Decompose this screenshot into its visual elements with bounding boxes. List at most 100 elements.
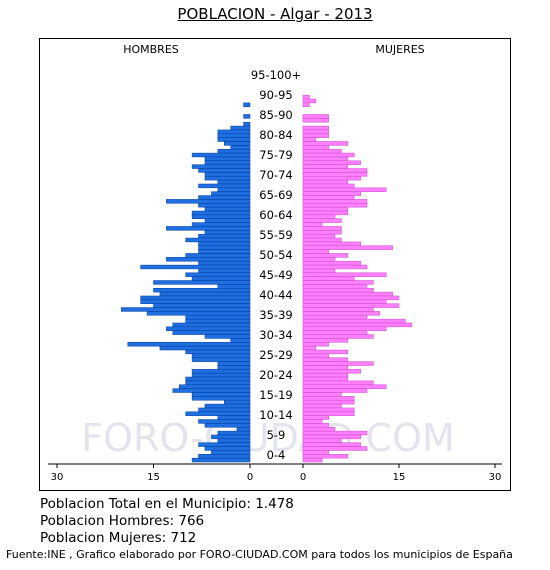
bar-mujeres-age-44 — [302, 287, 374, 293]
bar-hombres-age-73 — [204, 176, 251, 181]
bar-mujeres-age-57 — [302, 237, 342, 243]
bar-hombres-age-20 — [185, 380, 251, 386]
bar-hombres-age-78 — [204, 156, 251, 162]
x-tick-label-right: 15 — [393, 472, 406, 483]
bar-hombres-age-89 — [243, 114, 251, 119]
bar-hombres-age-15 — [224, 399, 251, 405]
age-group-label: 45-49 — [259, 268, 292, 282]
bar-mujeres-age-8 — [302, 426, 336, 432]
bar-mujeres-age-17 — [302, 392, 342, 397]
bar-hombres-age-3 — [204, 446, 251, 451]
bar-mujeres-age-51 — [302, 260, 361, 266]
bar-mujeres-age-52 — [302, 257, 336, 262]
bar-mujeres-age-22 — [302, 372, 349, 378]
bar-mujeres-age-30 — [302, 342, 329, 347]
bar-mujeres-age-31 — [302, 338, 349, 343]
bar-mujeres-age-28 — [302, 349, 349, 355]
hombres-label: HOMBRES — [123, 43, 179, 56]
bar-mujeres-age-41 — [302, 299, 387, 304]
x-tick-label-left: 0 — [247, 472, 253, 483]
x-tick-label-right: 30 — [489, 472, 502, 483]
bar-hombres-age-80 — [217, 148, 251, 154]
bar-mujeres-age-29 — [302, 345, 317, 351]
bar-mujeres-age-39 — [302, 307, 374, 312]
bar-hombres-age-85 — [217, 129, 251, 135]
bar-mujeres-age-58 — [302, 233, 336, 239]
bar-hombres-age-56 — [198, 241, 251, 247]
bar-mujeres-age-78 — [302, 156, 349, 162]
bar-hombres-age-46 — [153, 280, 251, 285]
bar-mujeres-age-37 — [302, 315, 368, 320]
bar-mujeres-age-27 — [302, 353, 329, 358]
x-tick-label-left: 30 — [51, 472, 64, 483]
bar-hombres-age-24 — [217, 365, 251, 370]
age-group-label: 95-100+ — [251, 68, 301, 82]
age-group-label: 85-90 — [259, 108, 292, 122]
bar-mujeres-age-23 — [302, 369, 361, 374]
bar-hombres-age-71 — [198, 183, 251, 189]
bar-mujeres-age-19 — [302, 384, 387, 389]
age-group-label: 0-4 — [267, 448, 286, 462]
age-group-label: 75-79 — [259, 148, 292, 162]
bar-hombres-age-66 — [198, 203, 251, 208]
bar-hombres-age-1 — [198, 454, 251, 459]
bar-mujeres-age-2 — [302, 450, 329, 455]
bar-hombres-age-44 — [153, 287, 251, 293]
chart-frame: FORO-CIUDAD.COM HOMBRES MUJERES 95-100+ 90-9… — [39, 38, 511, 491]
bar-hombres-age-11 — [217, 415, 251, 420]
bar-mujeres-age-40 — [302, 303, 400, 308]
bar-hombres-age-19 — [178, 384, 251, 389]
bar-hombres-age-59 — [204, 230, 251, 235]
bar-mujeres-age-79 — [302, 152, 355, 158]
bar-mujeres-age-74 — [302, 172, 368, 177]
age-group-label: 10-14 — [259, 408, 292, 422]
bar-hombres-age-23 — [191, 369, 251, 374]
bar-hombres-age-14 — [204, 403, 251, 409]
age-group-label: 65-69 — [259, 188, 292, 202]
bar-hombres-age-36 — [185, 318, 251, 324]
bar-hombres-age-54 — [198, 249, 251, 254]
bar-hombres-age-37 — [185, 315, 251, 320]
bar-mujeres-age-80 — [302, 148, 342, 154]
bar-mujeres-age-48 — [302, 272, 387, 277]
bar-hombres-age-51 — [198, 260, 251, 266]
watermark: FORO-CIUDAD.COM — [81, 416, 455, 460]
bar-hombres-age-69 — [211, 191, 251, 196]
bar-hombres-age-26 — [191, 357, 251, 362]
x-tick-label-left: 15 — [147, 472, 160, 483]
bar-mujeres-age-13 — [302, 407, 355, 413]
bar-hombres-age-13 — [198, 407, 251, 413]
bar-mujeres-age-94 — [302, 94, 310, 100]
bar-hombres-age-0 — [191, 457, 251, 463]
bar-mujeres-age-3 — [302, 446, 368, 451]
bar-mujeres-age-84 — [302, 133, 329, 138]
bar-hombres-age-34 — [166, 326, 251, 331]
bar-hombres-age-47 — [191, 276, 251, 281]
bar-hombres-age-77 — [204, 160, 251, 165]
bar-hombres-age-53 — [185, 253, 251, 258]
age-group-label: 15-19 — [259, 388, 292, 402]
bar-hombres-age-6 — [211, 434, 251, 440]
bar-mujeres-age-67 — [302, 199, 368, 204]
bar-mujeres-age-43 — [302, 291, 393, 297]
bar-mujeres-age-16 — [302, 396, 355, 401]
age-group-label: 35-39 — [259, 308, 292, 322]
bar-mujeres-age-46 — [302, 280, 374, 285]
age-group-label: 30-34 — [259, 328, 292, 342]
bar-hombres-age-58 — [198, 233, 251, 239]
bar-mujeres-age-81 — [302, 145, 329, 150]
bar-mujeres-age-26 — [302, 357, 349, 362]
bar-mujeres-age-65 — [302, 206, 349, 212]
bar-hombres-age-82 — [224, 141, 251, 146]
bar-hombres-age-45 — [217, 284, 251, 289]
age-group-label: 25-29 — [259, 348, 292, 362]
bar-mujeres-age-4 — [302, 442, 361, 447]
bar-hombres-age-40 — [153, 303, 251, 308]
bar-mujeres-age-7 — [302, 430, 368, 436]
bar-mujeres-age-53 — [302, 253, 349, 258]
bar-hombres-age-42 — [140, 295, 251, 301]
age-group-label: 60-64 — [259, 208, 292, 222]
bar-mujeres-age-50 — [302, 264, 368, 270]
bar-hombres-age-30 — [127, 342, 251, 347]
stats-block: Poblacion Total en el Municipio: 1.478 P… — [40, 496, 294, 547]
